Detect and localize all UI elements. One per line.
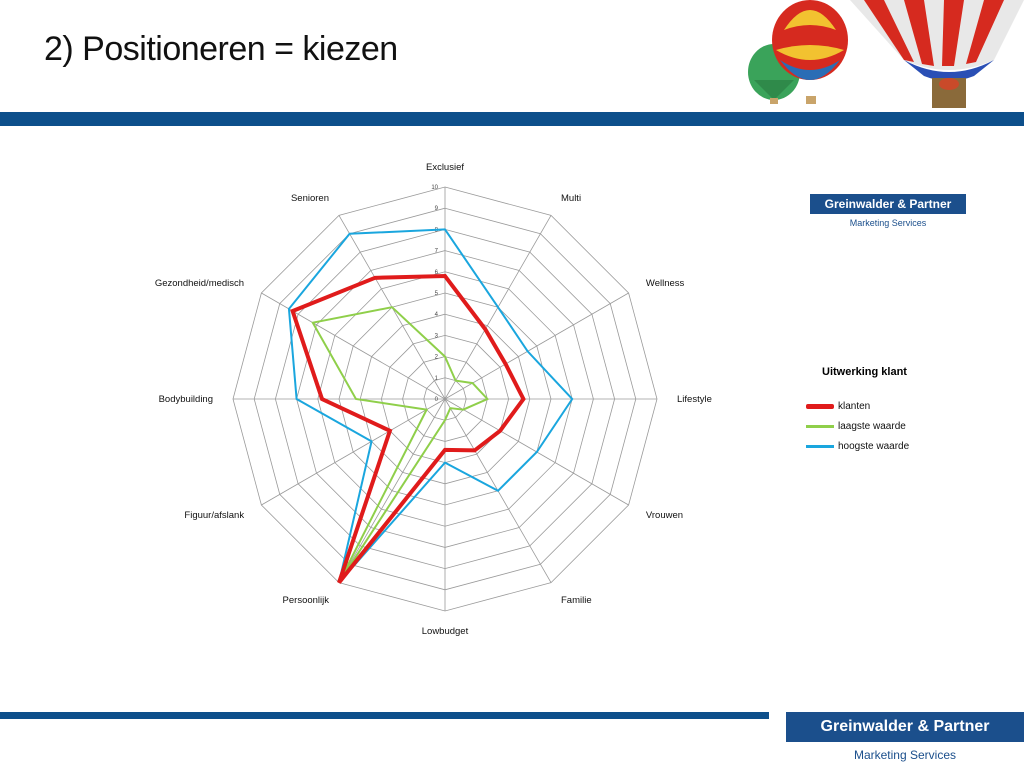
- bottom-blue-bar: [0, 712, 769, 719]
- hot-air-balloons-image: [748, 0, 1024, 108]
- legend-item-laagste: laagste waarde: [806, 416, 946, 436]
- logo-bottom-name: Greinwalder & Partner: [820, 718, 990, 735]
- spoke-2: [444, 292, 629, 400]
- scale-tick-3: 3: [435, 333, 439, 339]
- legend-swatch-hoogste: [806, 444, 834, 448]
- series-line-hoogste-waarde: [287, 228, 574, 584]
- spoke-7: [338, 398, 446, 583]
- category-label-4: Vrouwen: [646, 510, 683, 521]
- radar-chart: 012345678910ExclusiefMultiWellnessLifest…: [155, 162, 712, 637]
- logo-top-subtitle: Marketing Services: [849, 218, 927, 228]
- legend-label-laagste: laagste waarde: [838, 420, 906, 432]
- legend-swatch-laagste: [806, 424, 834, 428]
- category-label-10: Gezondheid/medisch: [155, 278, 244, 289]
- legend-label-hoogste: hoogste waarde: [838, 440, 910, 452]
- legend-item-klanten: klanten: [806, 396, 946, 416]
- category-label-5: Familie: [561, 595, 592, 606]
- scale-tick-0: 0: [435, 397, 439, 403]
- scale-tick-9: 9: [435, 206, 439, 212]
- category-label-9: Bodybuilding: [159, 394, 213, 405]
- chart-legend: Uitwerking klant klanten laagste waarde …: [806, 366, 946, 456]
- scale-tick-7: 7: [435, 249, 439, 255]
- logo-bottom-subtitle: Marketing Services: [853, 748, 957, 762]
- logo-bottom-banner: Greinwalder & Partner: [786, 712, 1024, 742]
- spoke-8: [261, 398, 446, 506]
- legend-item-hoogste: hoogste waarde: [806, 436, 946, 456]
- category-label-3: Lifestyle: [677, 394, 712, 405]
- scale-tick-2: 2: [435, 355, 439, 361]
- category-label-8: Figuur/afslank: [184, 510, 244, 521]
- category-label-7: Persoonlijk: [283, 595, 330, 606]
- slide-title: 2) Positioneren = kiezen: [44, 30, 398, 68]
- top-blue-bar: [0, 112, 1024, 126]
- legend-label-klanten: klanten: [838, 400, 871, 412]
- category-label-1: Multi: [561, 193, 581, 204]
- legend-title: Uitwerking klant: [822, 366, 907, 378]
- scale-tick-10: 10: [431, 185, 438, 191]
- series-line-laagste-waarde: [311, 306, 490, 584]
- category-label-6: Lowbudget: [422, 626, 469, 637]
- logo-top-name: Greinwalder & Partner: [824, 197, 952, 211]
- logo-top-banner: Greinwalder & Partner: [810, 194, 966, 214]
- category-label-11: Senioren: [291, 193, 329, 204]
- legend-swatch-klanten: [806, 403, 834, 409]
- scale-tick-5: 5: [435, 291, 439, 297]
- category-label-2: Wellness: [646, 278, 685, 289]
- scale-tick-1: 1: [435, 376, 439, 382]
- category-label-0: Exclusief: [426, 162, 464, 173]
- scale-tick-6: 6: [435, 270, 439, 276]
- scale-tick-4: 4: [435, 312, 439, 318]
